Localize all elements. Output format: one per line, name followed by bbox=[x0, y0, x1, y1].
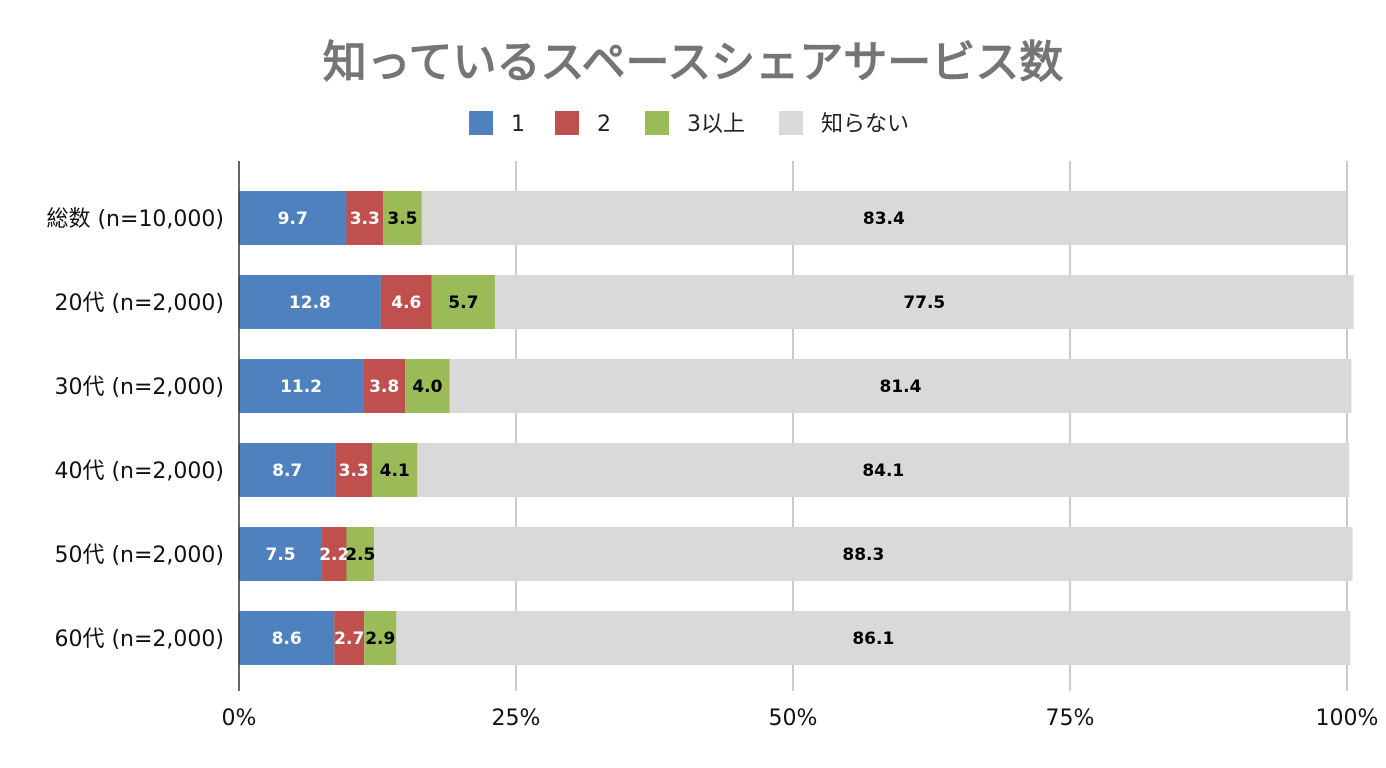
bar-0-4 bbox=[239, 527, 323, 581]
bar-3-5 bbox=[396, 611, 1351, 665]
legend-swatch-3 bbox=[779, 111, 803, 135]
bar-2-0 bbox=[383, 191, 422, 245]
bar-3-2 bbox=[449, 359, 1352, 413]
bar-3-4 bbox=[374, 527, 1353, 581]
data-label-0-1: 12.8 bbox=[289, 293, 331, 313]
category-label: 総数 (n=10,000) bbox=[46, 207, 224, 232]
legend-label-2: 3以上 bbox=[687, 112, 745, 137]
bar-0-3 bbox=[239, 443, 336, 497]
data-label-1-0: 3.3 bbox=[350, 209, 380, 229]
data-label-1-1: 4.6 bbox=[391, 293, 421, 313]
data-label-2-2: 4.0 bbox=[412, 377, 442, 397]
legend: 1 2 3以上 知らない bbox=[469, 111, 909, 137]
data-labels: 9.7 3.3 3.5 83.4 12.8 4.6 5.7 77.5 11.2 3.8 4.0 81.… bbox=[265, 209, 945, 649]
x-tick-label: 25% bbox=[492, 706, 541, 731]
gridlines bbox=[515, 161, 1348, 691]
bar-0-2 bbox=[239, 359, 364, 413]
data-label-3-3: 84.1 bbox=[862, 461, 904, 481]
chart-title: 知っているスペースシェアサービス数 bbox=[323, 37, 1064, 88]
data-label-2-5: 2.9 bbox=[365, 629, 395, 649]
bars bbox=[238, 161, 1354, 691]
legend-swatch-1 bbox=[555, 111, 579, 135]
legend-label-1: 2 bbox=[597, 112, 611, 137]
bar-3-0 bbox=[421, 191, 1346, 245]
data-label-3-1: 77.5 bbox=[903, 293, 945, 313]
data-label-0-4: 7.5 bbox=[265, 545, 295, 565]
legend-label-3: 知らない bbox=[821, 112, 909, 137]
bar-1-3 bbox=[335, 443, 372, 497]
category-label: 50代 (n=2,000) bbox=[54, 543, 224, 568]
bar-0-0 bbox=[239, 191, 347, 245]
data-label-1-5: 2.7 bbox=[334, 629, 364, 649]
x-tick-label: 50% bbox=[769, 706, 818, 731]
category-label: 60代 (n=2,000) bbox=[54, 627, 224, 652]
data-label-2-0: 3.5 bbox=[387, 209, 417, 229]
data-label-1-2: 3.8 bbox=[369, 377, 399, 397]
data-label-1-4: 2.2 bbox=[319, 545, 349, 565]
data-label-0-0: 9.7 bbox=[278, 209, 308, 229]
data-label-2-1: 5.7 bbox=[448, 293, 478, 313]
value-axis: 0% 25% 50% 75% 100% bbox=[222, 706, 1379, 731]
bar-1-0 bbox=[346, 191, 384, 245]
data-label-2-4: 2.5 bbox=[345, 545, 375, 565]
category-label: 40代 (n=2,000) bbox=[54, 459, 224, 484]
bar-2-5 bbox=[364, 611, 397, 665]
legend-swatch-0 bbox=[469, 111, 493, 135]
x-tick-label: 0% bbox=[222, 706, 257, 731]
bar-0-1 bbox=[239, 275, 381, 329]
bar-2-3 bbox=[371, 443, 418, 497]
data-label-3-2: 81.4 bbox=[879, 377, 921, 397]
bar-1-5 bbox=[334, 611, 365, 665]
bar-1-2 bbox=[363, 359, 406, 413]
data-label-3-5: 86.1 bbox=[852, 629, 894, 649]
bar-2-2 bbox=[405, 359, 450, 413]
bar-3-1 bbox=[494, 275, 1354, 329]
category-label: 20代 (n=2,000) bbox=[54, 291, 224, 316]
data-label-0-5: 8.6 bbox=[272, 629, 302, 649]
data-label-3-4: 88.3 bbox=[842, 545, 884, 565]
bar-3-3 bbox=[417, 443, 1350, 497]
bar-1-4 bbox=[322, 527, 347, 581]
bar-0-5 bbox=[239, 611, 335, 665]
category-axis: 総数 (n=10,000) 20代 (n=2,000) 30代 (n=2,000) 4… bbox=[46, 207, 224, 652]
bar-2-1 bbox=[431, 275, 495, 329]
x-tick-label: 100% bbox=[1316, 706, 1379, 731]
x-tick-label: 75% bbox=[1046, 706, 1095, 731]
data-label-3-0: 83.4 bbox=[863, 209, 905, 229]
legend-label-0: 1 bbox=[511, 112, 525, 137]
data-label-0-2: 11.2 bbox=[280, 377, 322, 397]
data-label-1-3: 3.3 bbox=[339, 461, 369, 481]
data-label-0-3: 8.7 bbox=[272, 461, 302, 481]
bar-1-1 bbox=[380, 275, 432, 329]
legend-swatch-2 bbox=[645, 111, 669, 135]
bar-2-4 bbox=[346, 527, 375, 581]
data-label-2-3: 4.1 bbox=[380, 461, 410, 481]
category-label: 30代 (n=2,000) bbox=[54, 375, 224, 400]
